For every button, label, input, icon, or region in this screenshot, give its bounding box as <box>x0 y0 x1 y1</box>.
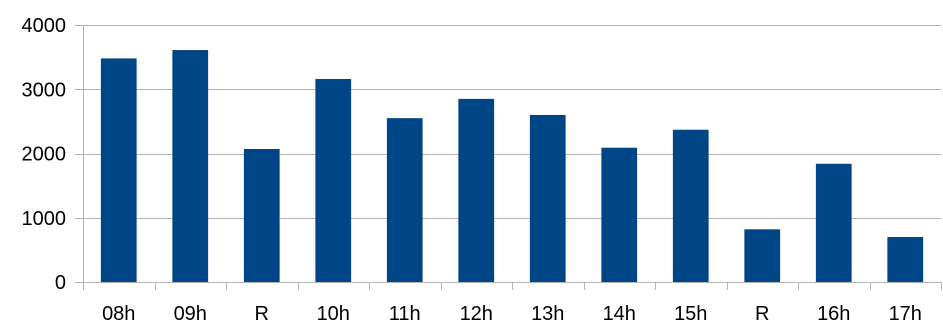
bars <box>100 50 924 283</box>
bar-14h <box>601 147 638 282</box>
bar-12h <box>458 98 495 282</box>
bar-09h <box>172 50 209 283</box>
x-tick-label: 08h <box>102 303 135 325</box>
bar-10h <box>315 78 352 282</box>
bar-R <box>243 149 280 282</box>
bar-16h <box>815 163 852 282</box>
axes <box>83 25 942 290</box>
x-tick-label: 10h <box>317 303 350 325</box>
bar-13h <box>529 114 566 282</box>
x-tick-label: R <box>255 303 269 325</box>
x-tick-label: 09h <box>174 303 207 325</box>
y-tick-label: 2000 <box>22 144 67 166</box>
x-tick-label: R <box>755 303 769 325</box>
y-tick-label: 1000 <box>22 208 67 230</box>
bar-17h <box>887 237 924 282</box>
y-tick-label: 0 <box>55 272 66 294</box>
y-tick-label: 4000 <box>22 15 67 37</box>
x-tick-label: 16h <box>817 303 850 325</box>
y-tick-labels: 0 1000 2000 3000 4000 <box>22 15 67 294</box>
x-tick-label: 12h <box>460 303 493 325</box>
x-tick-label: 11h <box>389 303 421 325</box>
bar-08h <box>100 58 137 282</box>
bar-15h <box>672 129 709 282</box>
x-tick-label: 15h <box>674 303 707 325</box>
y-tick-label: 3000 <box>22 79 67 101</box>
x-tick-labels: 08h 09h R 10h 11h 12h 13h 14h 15h R 16h 17h <box>102 303 922 325</box>
x-tick-label: 13h <box>531 303 564 325</box>
bar-11h <box>386 118 423 282</box>
bar-R <box>744 229 781 282</box>
x-tick-label: 17h <box>889 303 922 325</box>
x-tick-label: 14h <box>603 303 636 325</box>
